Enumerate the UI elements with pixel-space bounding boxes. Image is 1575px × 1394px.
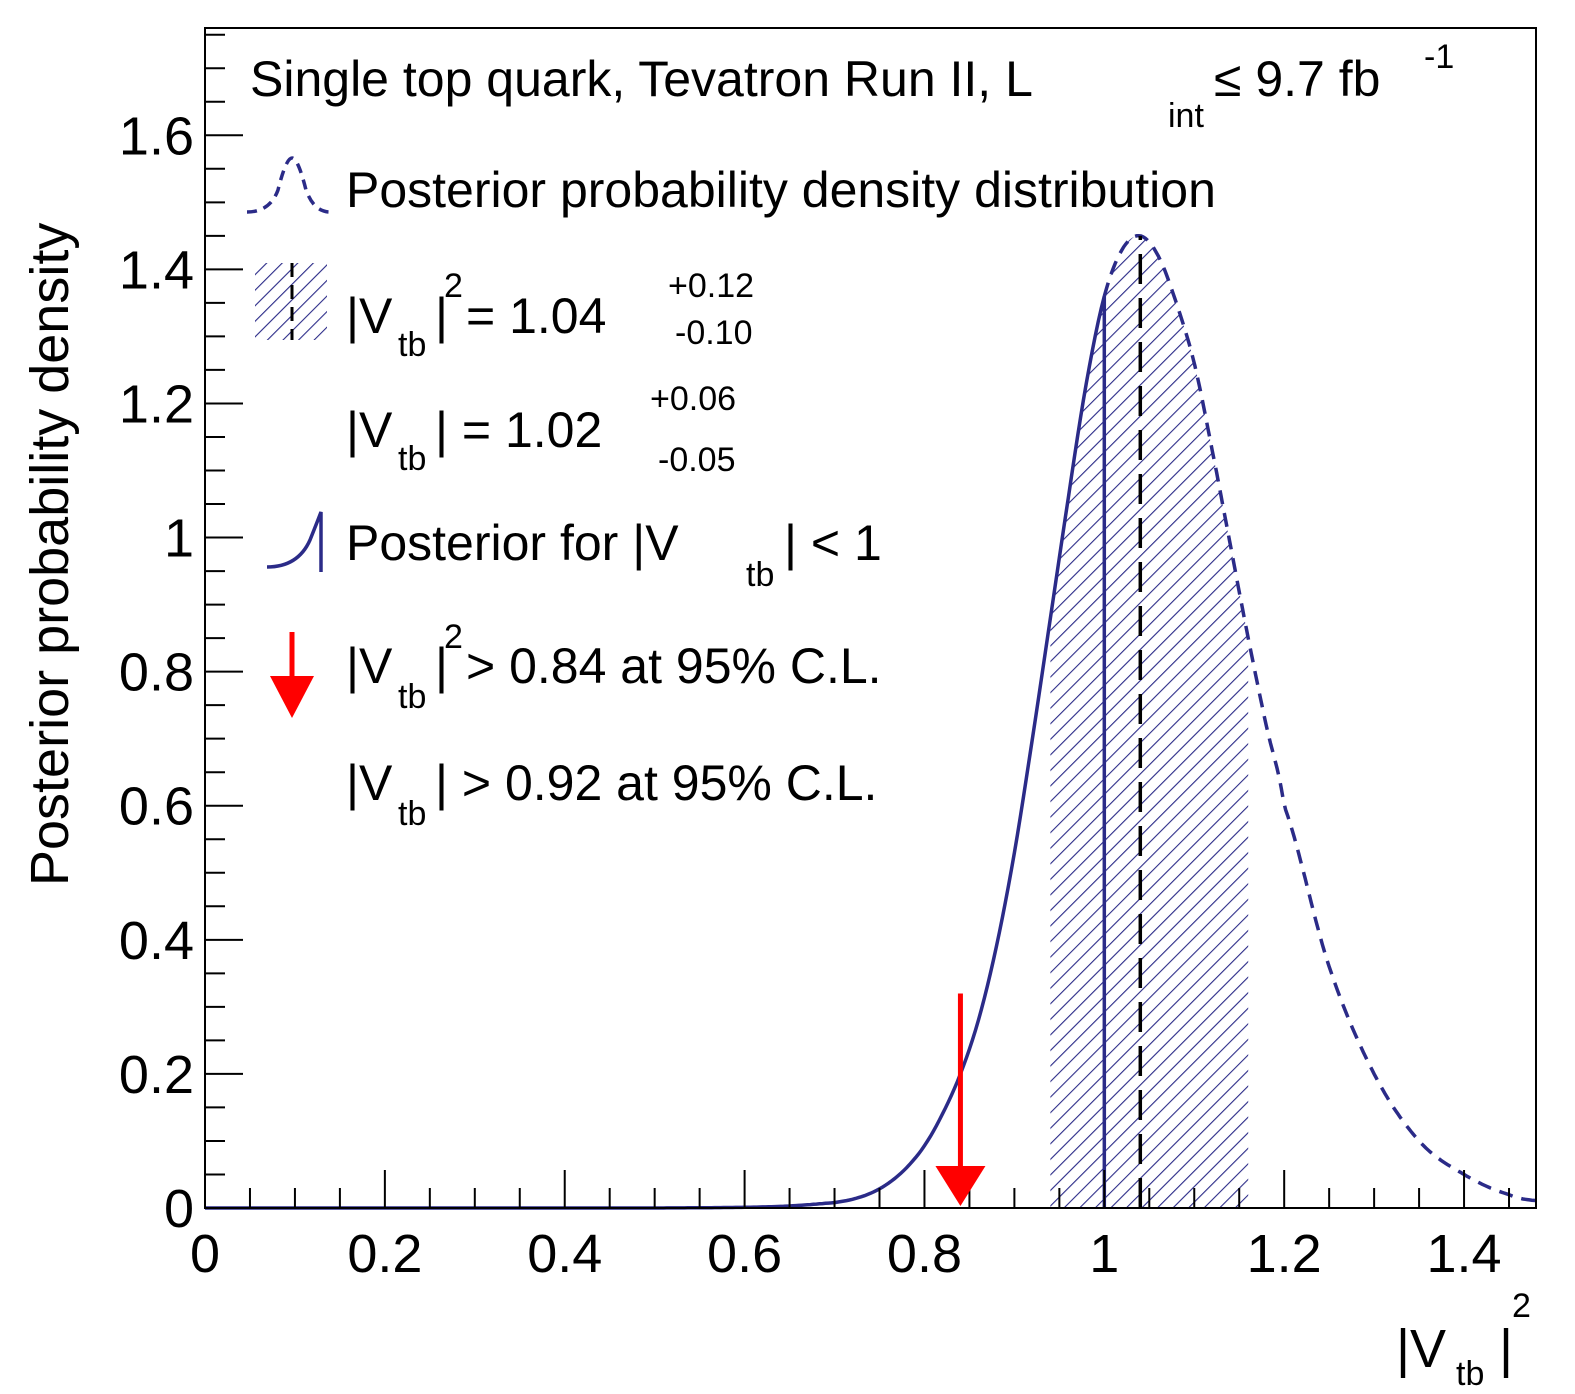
legend-solid-curve-icon: [266, 511, 323, 572]
x-axis-title-sup: 2: [1512, 1287, 1531, 1325]
x-tick-label: 0.6: [707, 1224, 782, 1284]
legend-limit-vtb2-close: |: [435, 638, 448, 694]
x-tick-label: 0.4: [527, 1224, 602, 1284]
x-tick-label: 0.2: [347, 1224, 422, 1284]
x-tick-label: 1.4: [1427, 1224, 1502, 1284]
y-tick-label: 0: [164, 1179, 194, 1239]
posterior-solid-curve: [205, 295, 1107, 1210]
x-axis-title-close: |: [1499, 1319, 1513, 1379]
legend-vtb-open: |V: [346, 402, 393, 458]
legend-vtb-close: | = 1.02: [435, 402, 602, 458]
legend-limit-vtb-open: |V: [346, 755, 393, 811]
title-sup: -1: [1424, 38, 1454, 76]
x-tick-label: 1.2: [1247, 1224, 1322, 1284]
title-rest: ≤ 9.7 fb: [1214, 51, 1380, 107]
title-main: Single top quark, Tevatron Run II, L: [250, 51, 1033, 107]
legend-vtb2-plus: +0.12: [668, 267, 754, 305]
legend-limit-vtb2-open: |V: [346, 638, 393, 694]
legend-limit-vtb2-sub: tb: [398, 678, 426, 716]
legend-limit-vtb2-rest: > 0.84 at 95% C.L.: [466, 638, 882, 694]
credible-interval-band: [1050, 235, 1249, 1208]
legend-vtb2-close: |: [435, 288, 448, 344]
legend-restricted-sub: tb: [746, 556, 774, 594]
legend-vtb-sub: tb: [398, 440, 426, 478]
chart-title: Single top quark, Tevatron Run II, L int…: [250, 38, 1454, 135]
y-tick-label: 0.6: [119, 777, 194, 837]
legend-limit-vtb2-sup: 2: [444, 618, 463, 656]
y-tick-label: 0.2: [119, 1045, 194, 1105]
arrow-layer: [935, 993, 986, 1206]
x-axis-title-sub: tb: [1456, 1355, 1484, 1393]
y-tick-label: 1: [164, 509, 194, 569]
x-axis-title-open: |V: [1396, 1319, 1446, 1379]
svg-text:|V: |V: [1396, 1319, 1446, 1379]
y-axis-title: Posterior probability density: [20, 223, 80, 886]
y-tick-label: 0.4: [119, 911, 194, 971]
legend-limit-vtb-close: | > 0.92 at 95% C.L.: [435, 755, 877, 811]
y-tick-label: 1.6: [119, 106, 194, 166]
legend-vtb2-sup: 2: [444, 267, 463, 305]
legend-vtb2-open: |V: [346, 288, 393, 344]
y-tick-label: 0.8: [119, 643, 194, 703]
x-tick-label: 0.8: [887, 1224, 962, 1284]
legend-vtb2-minus: -0.10: [675, 314, 753, 352]
legend-vtb2-value: = 1.04: [466, 288, 606, 344]
tick-labels-layer: 0 0.2 0.4 0.6 0.8 1 1.2 1.4 0 0.2 0.4 0.6 0.8 1 1.2 1.4…: [119, 106, 1502, 1284]
y-tick-label: 1.2: [119, 374, 194, 434]
legend-posterior-label: Posterior probability density distributi…: [346, 162, 1216, 218]
legend-vtb2-sub: tb: [398, 326, 426, 364]
legend-limit-vtb-sub: tb: [398, 795, 426, 833]
legend: Posterior probability density distributi…: [246, 156, 1216, 833]
legend-restricted-open: Posterior for |V: [346, 515, 679, 571]
title-sub: int: [1168, 97, 1204, 135]
limit-arrow-head: [935, 1166, 986, 1206]
curve-layer: [205, 233, 1537, 1210]
plot-frame: [204, 27, 1537, 1209]
x-tick-label: 1: [1089, 1224, 1119, 1284]
ticks-layer: [204, 33, 1511, 1209]
band-layer: [1050, 235, 1249, 1208]
legend-restricted-close: | < 1: [784, 515, 882, 571]
y-tick-label: 1.4: [119, 240, 194, 300]
legend-vtb-minus: -0.05: [658, 441, 736, 479]
legend-vtb-plus: +0.06: [650, 380, 736, 418]
x-axis-title: |V tb | 2: [1396, 1287, 1531, 1393]
x-tick-label: 0: [190, 1224, 220, 1284]
legend-arrow-head-icon: [270, 676, 314, 718]
legend-dashed-curve-icon: [246, 156, 331, 214]
